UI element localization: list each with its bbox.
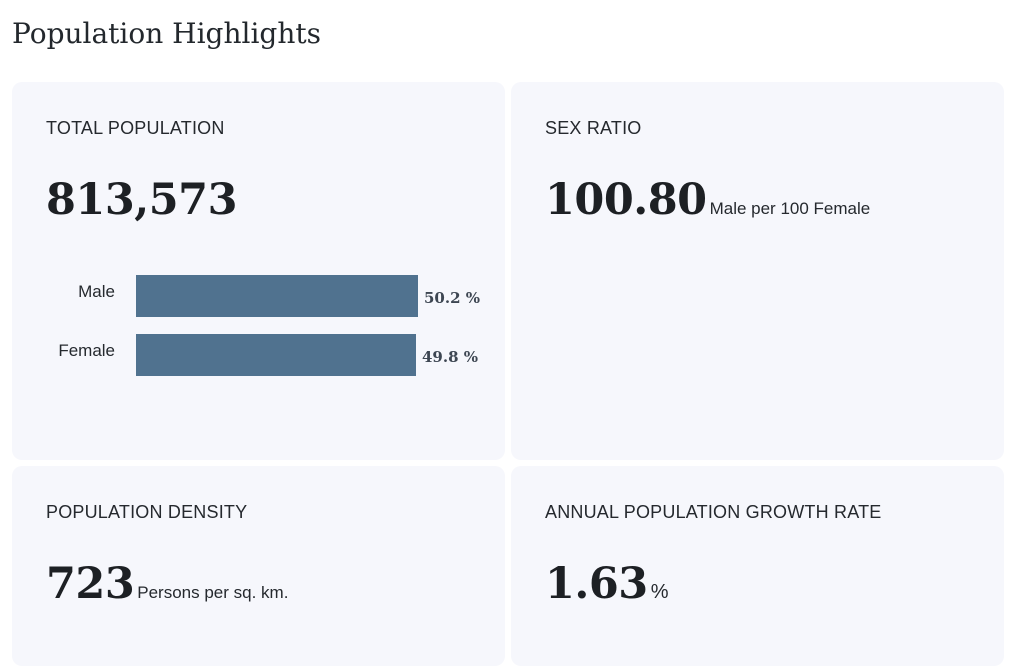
total-population-card: TOTAL POPULATION 813,573 Male 50.2 % Fem…	[12, 82, 505, 460]
growth-rate-card: ANNUAL POPULATION GROWTH RATE 1.63 %	[511, 466, 1004, 666]
population-density-value-row: 723 Persons per sq. km.	[46, 556, 288, 612]
total-population-label: TOTAL POPULATION	[46, 118, 225, 138]
sex-ratio-value-row: 100.80 Male per 100 Female	[545, 172, 870, 228]
male-percent-label: 50.2 %	[424, 289, 481, 307]
female-bar-label: Female	[58, 341, 115, 360]
growth-rate-unit: %	[650, 581, 669, 603]
female-percent-label: 49.8 %	[422, 348, 479, 366]
male-bar	[136, 275, 418, 317]
gender-breakdown-chart: Male 50.2 % Female 49.8 %	[12, 82, 505, 460]
page-title: Population Highlights	[12, 17, 321, 50]
female-bar	[136, 334, 416, 376]
population-density-card: POPULATION DENSITY 723 Persons per sq. k…	[12, 466, 505, 666]
growth-rate-value-row: 1.63 %	[545, 556, 669, 612]
sex-ratio-label: SEX RATIO	[545, 118, 642, 138]
population-density-value: 723	[46, 559, 135, 609]
total-population-value: 813,573	[46, 175, 238, 225]
population-density-label: POPULATION DENSITY	[46, 502, 248, 522]
total-population-value-row: 813,573	[46, 172, 238, 228]
growth-rate-value: 1.63	[545, 559, 648, 609]
population-density-unit: Persons per sq. km.	[137, 583, 289, 602]
sex-ratio-card: SEX RATIO 100.80 Male per 100 Female	[511, 82, 1004, 460]
sex-ratio-value: 100.80	[545, 175, 707, 225]
sex-ratio-unit: Male per 100 Female	[709, 199, 871, 218]
male-bar-label: Male	[78, 282, 115, 301]
growth-rate-label: ANNUAL POPULATION GROWTH RATE	[545, 502, 882, 522]
